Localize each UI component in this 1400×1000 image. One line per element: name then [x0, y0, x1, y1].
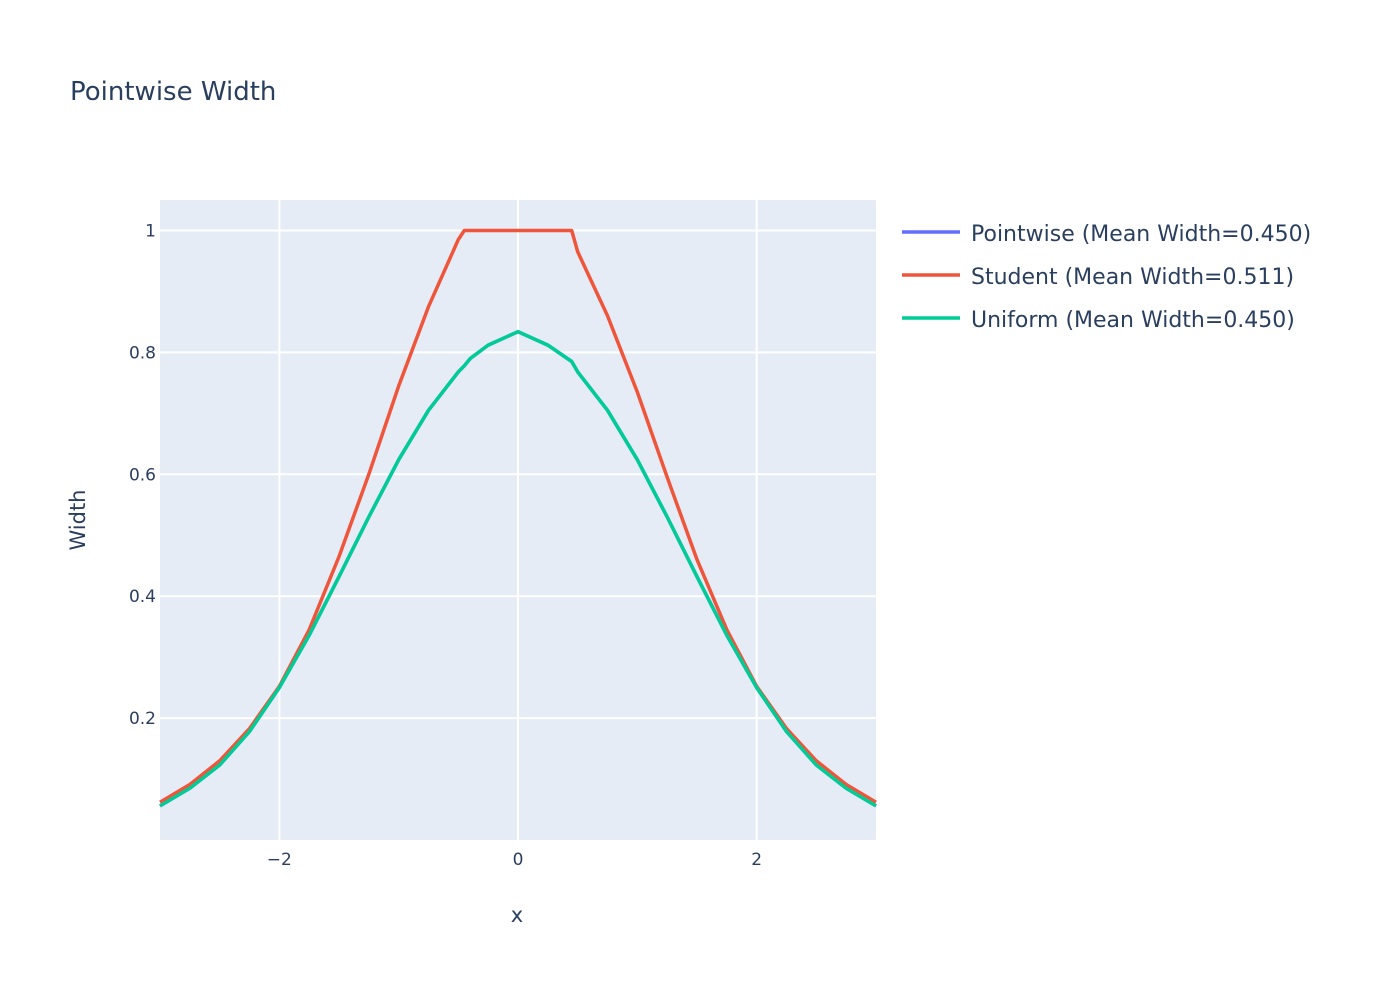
- series-line: [159, 329, 877, 808]
- x-tick-label: 2: [751, 850, 762, 870]
- x-tick-label: 0: [513, 850, 524, 870]
- y-tick-label: 0.6: [129, 465, 156, 485]
- legend-label: Pointwise (Mean Width=0.450): [971, 222, 1311, 247]
- chart-title: Pointwise Width: [70, 77, 276, 107]
- x-tick-label: −2: [267, 850, 292, 870]
- legend[interactable]: Pointwise (Mean Width=0.450) Student (Mea…: [902, 222, 1311, 333]
- legend-item[interactable]: Pointwise (Mean Width=0.450): [902, 222, 1311, 247]
- x-axis-label: x: [511, 903, 523, 927]
- legend-label: Uniform (Mean Width=0.450): [971, 308, 1295, 333]
- legend-item[interactable]: Uniform (Mean Width=0.450): [902, 308, 1295, 333]
- x-axis-ticks: −2 0 2: [267, 850, 762, 870]
- y-axis-ticks: 0.2 0.4 0.6 0.8 1: [129, 221, 156, 729]
- grid-lines: [160, 200, 876, 840]
- y-tick-label: 1: [145, 221, 156, 241]
- legend-item[interactable]: Student (Mean Width=0.511): [902, 265, 1294, 290]
- legend-label: Student (Mean Width=0.511): [971, 265, 1294, 290]
- series-lines: [159, 228, 877, 808]
- y-tick-label: 0.8: [129, 343, 156, 363]
- y-tick-label: 0.4: [129, 587, 156, 607]
- y-tick-label: 0.2: [129, 709, 156, 729]
- y-axis-label: Width: [66, 489, 90, 550]
